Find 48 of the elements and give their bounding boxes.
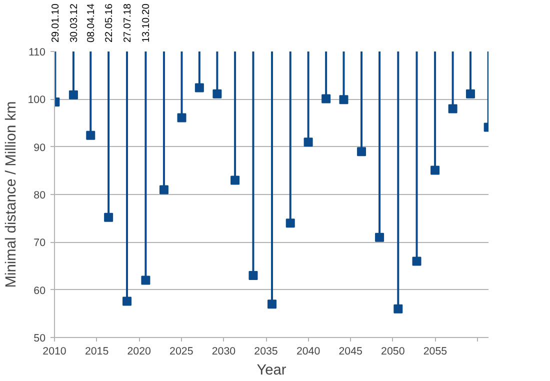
point [248,271,258,280]
point [394,304,403,314]
annotation: 29.01.10 [50,3,62,42]
x-tick-label: 2015 [84,346,109,358]
point [104,212,114,222]
x-tick-label: 2020 [127,346,152,358]
point [159,185,168,194]
point [286,218,295,228]
y-tick-label: 90 [34,142,46,154]
point [212,89,222,98]
point [339,95,348,104]
point [412,256,422,266]
point [122,296,132,306]
y-tick-label: 50 [34,332,46,344]
point [466,89,475,98]
point [430,166,440,175]
annotation: 22.05.16 [104,3,116,42]
annotation: 08.04.14 [86,3,98,42]
x-tick-label: 2055 [423,346,448,358]
y-axis-title: Minimal distance / Million km [4,101,20,288]
x-tick-label: 2050 [381,346,405,358]
x-tick-label: 2025 [170,346,194,358]
annotation: 13.10.20 [141,3,152,42]
point [322,94,331,104]
point [357,147,366,156]
y-tick-label: 110 [28,46,46,58]
x-tick-label: 2040 [296,346,320,358]
annotation: 30.03.12 [68,3,80,42]
point [194,83,204,92]
x-tick-label: 2035 [254,346,278,358]
point [448,104,458,114]
x-tick-label: 2010 [42,346,66,358]
x-tick-label: 2045 [338,346,363,358]
point [304,138,313,147]
point [68,90,78,100]
y-tick-label: 70 [34,237,46,250]
x-axis-title: Year [256,362,286,378]
annotation: 27.07.18 [122,3,134,42]
y-tick-label: 100 [28,94,46,106]
y-tick-label: 60 [34,284,46,297]
x-tick-label: 2030 [212,346,236,358]
point [86,130,96,140]
point [375,232,384,242]
point [268,300,277,309]
point [177,113,186,122]
point [141,276,150,285]
y-tick-label: 80 [34,190,46,202]
point [230,176,240,185]
